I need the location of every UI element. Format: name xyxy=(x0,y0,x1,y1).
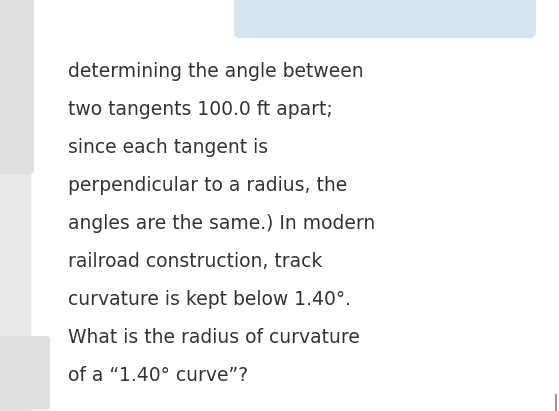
FancyBboxPatch shape xyxy=(0,0,34,174)
Text: What is the radius of curvature: What is the radius of curvature xyxy=(68,328,360,347)
Bar xyxy=(0,0,30,411)
FancyBboxPatch shape xyxy=(0,336,50,410)
Text: determining the angle between: determining the angle between xyxy=(68,62,363,81)
Text: angles are the same.) In modern: angles are the same.) In modern xyxy=(68,214,375,233)
FancyBboxPatch shape xyxy=(234,0,536,38)
Text: since each tangent is: since each tangent is xyxy=(68,138,268,157)
Text: perpendicular to a radius, the: perpendicular to a radius, the xyxy=(68,176,347,195)
Text: curvature is kept below 1.40°.: curvature is kept below 1.40°. xyxy=(68,290,351,309)
Text: two tangents 100.0 ft apart;: two tangents 100.0 ft apart; xyxy=(68,100,333,119)
Text: of a “1.40° curve”?: of a “1.40° curve”? xyxy=(68,366,248,385)
Text: railroad construction, track: railroad construction, track xyxy=(68,252,323,271)
